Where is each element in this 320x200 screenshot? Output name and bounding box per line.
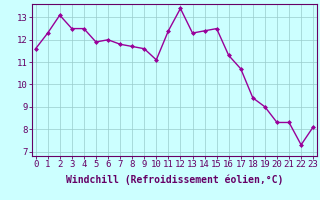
- X-axis label: Windchill (Refroidissement éolien,°C): Windchill (Refroidissement éolien,°C): [66, 175, 283, 185]
